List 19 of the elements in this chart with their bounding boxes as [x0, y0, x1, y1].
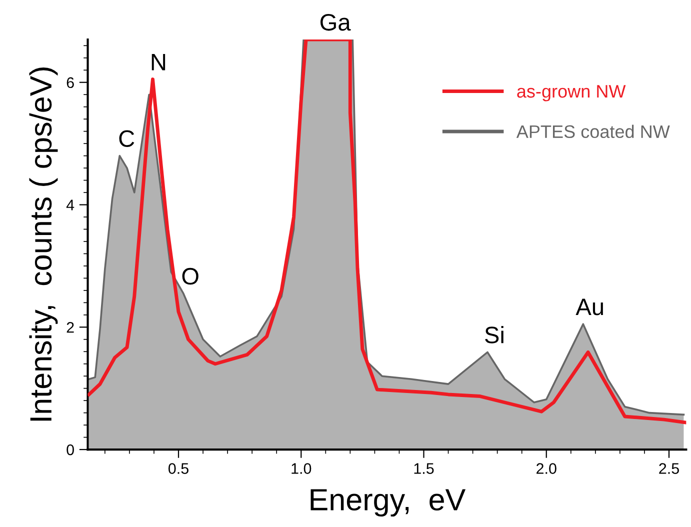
y-tick-label: 2 [66, 322, 74, 333]
annotation: Si [485, 326, 504, 344]
x-axis-title: Energy, eV [310, 489, 466, 517]
legend-label: APTES coated NW [516, 124, 670, 138]
annotation: C [119, 130, 134, 147]
annotation: O [182, 268, 198, 285]
x-tick-label: 1.5 [414, 463, 434, 474]
annotation: Au [576, 298, 603, 316]
annotation: N [152, 54, 166, 70]
x-tick-label: 2.0 [536, 463, 556, 474]
y-tick-label: 4 [66, 200, 74, 210]
y-axis-title: Intensity, counts ( cps/eV) [29, 68, 58, 421]
annotation: Ga [320, 14, 351, 31]
x-tick-label: 2.5 [659, 463, 679, 474]
legend-label: as-grown NW [517, 85, 626, 102]
x-tick-label: 1.0 [292, 463, 312, 474]
y-tick-label: 6 [66, 77, 74, 88]
x-tick-label: 0.5 [168, 463, 188, 474]
y-tick-label: 0 [66, 444, 74, 456]
